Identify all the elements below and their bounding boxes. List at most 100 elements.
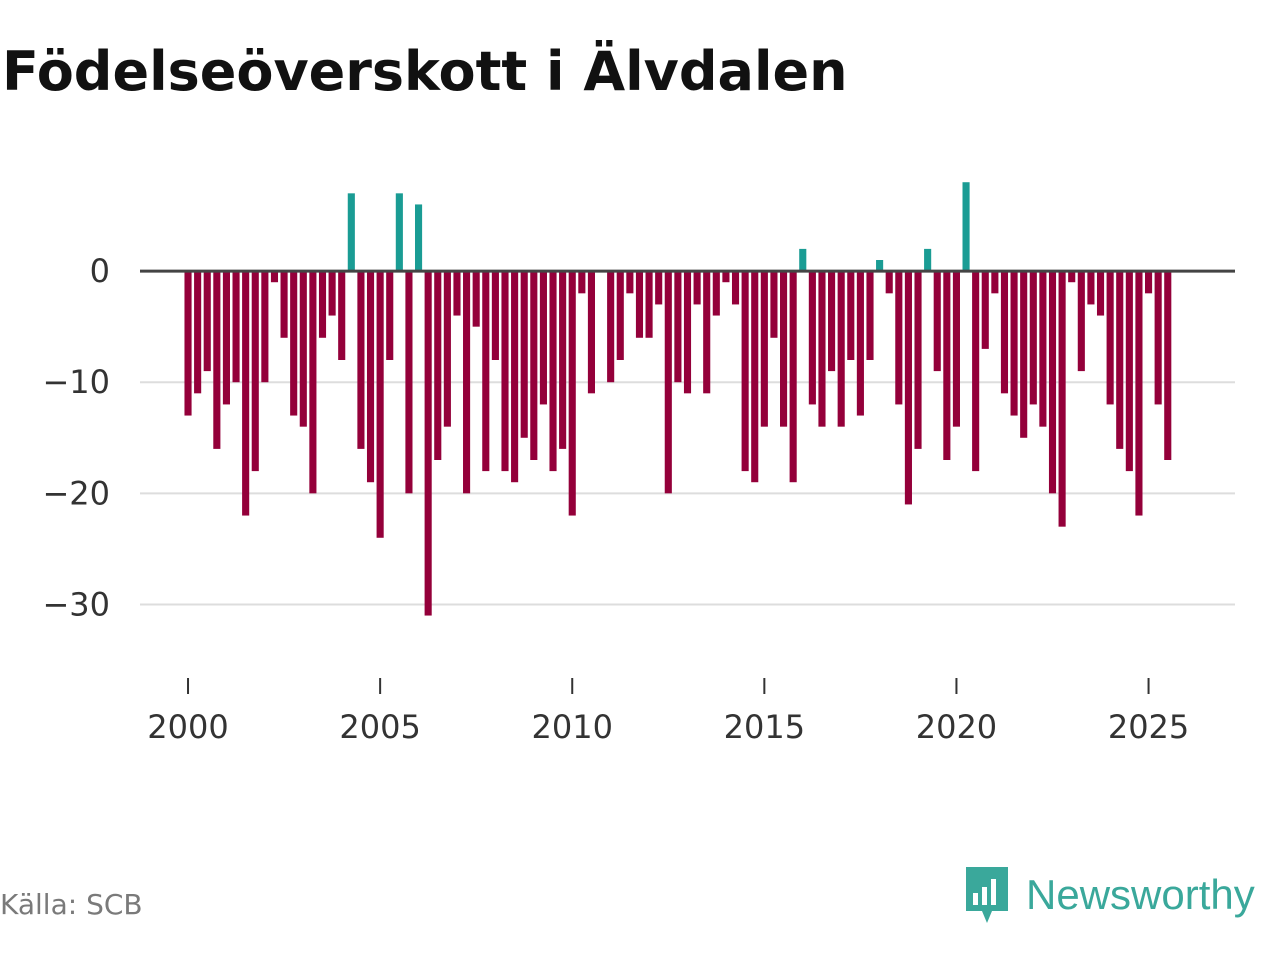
bar (530, 271, 538, 460)
bar (415, 204, 423, 272)
bar (991, 271, 999, 294)
bar (328, 271, 336, 316)
bar (587, 271, 595, 394)
bar (722, 271, 730, 283)
bar (1096, 271, 1105, 316)
bar (789, 271, 797, 483)
bar (741, 271, 749, 472)
bar (616, 271, 624, 360)
bar (866, 271, 874, 360)
y-axis: 0 −10 −20 −30 (42, 252, 110, 623)
x-tick-label: 2005 (339, 708, 420, 746)
bar (318, 271, 327, 338)
bar (847, 271, 855, 360)
bar (607, 271, 615, 383)
bar (511, 271, 519, 483)
bar (453, 271, 461, 316)
bar (549, 271, 557, 472)
bar (251, 271, 259, 472)
bar (962, 182, 970, 272)
bar (270, 271, 279, 283)
newsworthy-logo-icon (966, 867, 1008, 923)
bar (1029, 271, 1037, 405)
bar (482, 271, 490, 472)
bar (309, 271, 317, 494)
bar (693, 271, 701, 305)
bar (299, 271, 307, 427)
bar (885, 271, 893, 294)
bar (568, 271, 576, 516)
x-axis: 2000 2005 2010 2015 2020 2025 (147, 678, 1189, 746)
x-tick-label: 2010 (532, 708, 613, 746)
bar (338, 271, 346, 360)
bar (943, 271, 951, 460)
bar-chart: 0 −10 −20 −30 2000 2005 2010 2015 2020 2025 (42, 182, 1235, 746)
bar (261, 271, 269, 383)
bar (347, 193, 355, 272)
bar (1116, 271, 1124, 449)
bars (184, 182, 1172, 616)
bar (472, 271, 480, 327)
brand-name: Newsworthy (1026, 871, 1255, 918)
bar (184, 271, 192, 416)
x-tick-label: 2015 (724, 708, 805, 746)
y-tick-label: 0 (90, 252, 110, 290)
bar (395, 193, 403, 272)
bar (520, 271, 528, 438)
bar (924, 248, 932, 272)
bar (290, 271, 298, 416)
bar (751, 271, 759, 483)
bar (386, 271, 394, 360)
bar (808, 271, 816, 405)
bar (1048, 271, 1057, 494)
x-tick-label: 2020 (916, 708, 997, 746)
bar (1058, 271, 1066, 527)
bar (683, 271, 692, 394)
bar (799, 248, 807, 272)
bar (443, 271, 451, 427)
bar (213, 271, 221, 449)
bar (712, 271, 720, 316)
bar (828, 271, 836, 372)
bar (194, 271, 202, 394)
y-tick-label: −10 (42, 363, 110, 401)
bar (242, 271, 250, 516)
bar (1145, 271, 1153, 294)
bar (731, 271, 740, 305)
bar (366, 271, 375, 483)
bar (626, 271, 634, 294)
bar (981, 271, 989, 349)
bar (876, 260, 884, 272)
bar (1087, 271, 1095, 305)
x-tick-label: 2025 (1108, 708, 1189, 746)
bar (578, 271, 586, 294)
bar (1164, 271, 1172, 460)
bar (232, 271, 240, 383)
bar (972, 271, 980, 472)
bar (376, 271, 384, 538)
bar (559, 271, 567, 449)
bar (645, 271, 653, 338)
bar (1154, 271, 1162, 405)
bar (760, 271, 768, 427)
y-tick-label: −30 (42, 585, 110, 623)
bar (635, 271, 644, 338)
bar (674, 271, 682, 383)
bar (904, 271, 912, 505)
bar (1000, 271, 1009, 394)
bar (491, 271, 499, 360)
bar (703, 271, 711, 394)
bar (895, 271, 903, 405)
bar (1039, 271, 1047, 427)
brand-logo[interactable]: Newsworthy (962, 862, 1255, 928)
bar (424, 271, 432, 616)
bar (1020, 271, 1028, 438)
bar (1010, 271, 1018, 416)
bar (770, 271, 778, 338)
bar (1077, 271, 1085, 372)
bar (1106, 271, 1114, 405)
bar (1125, 271, 1133, 472)
bar (856, 271, 864, 416)
bar (463, 271, 471, 494)
bar (780, 271, 788, 427)
